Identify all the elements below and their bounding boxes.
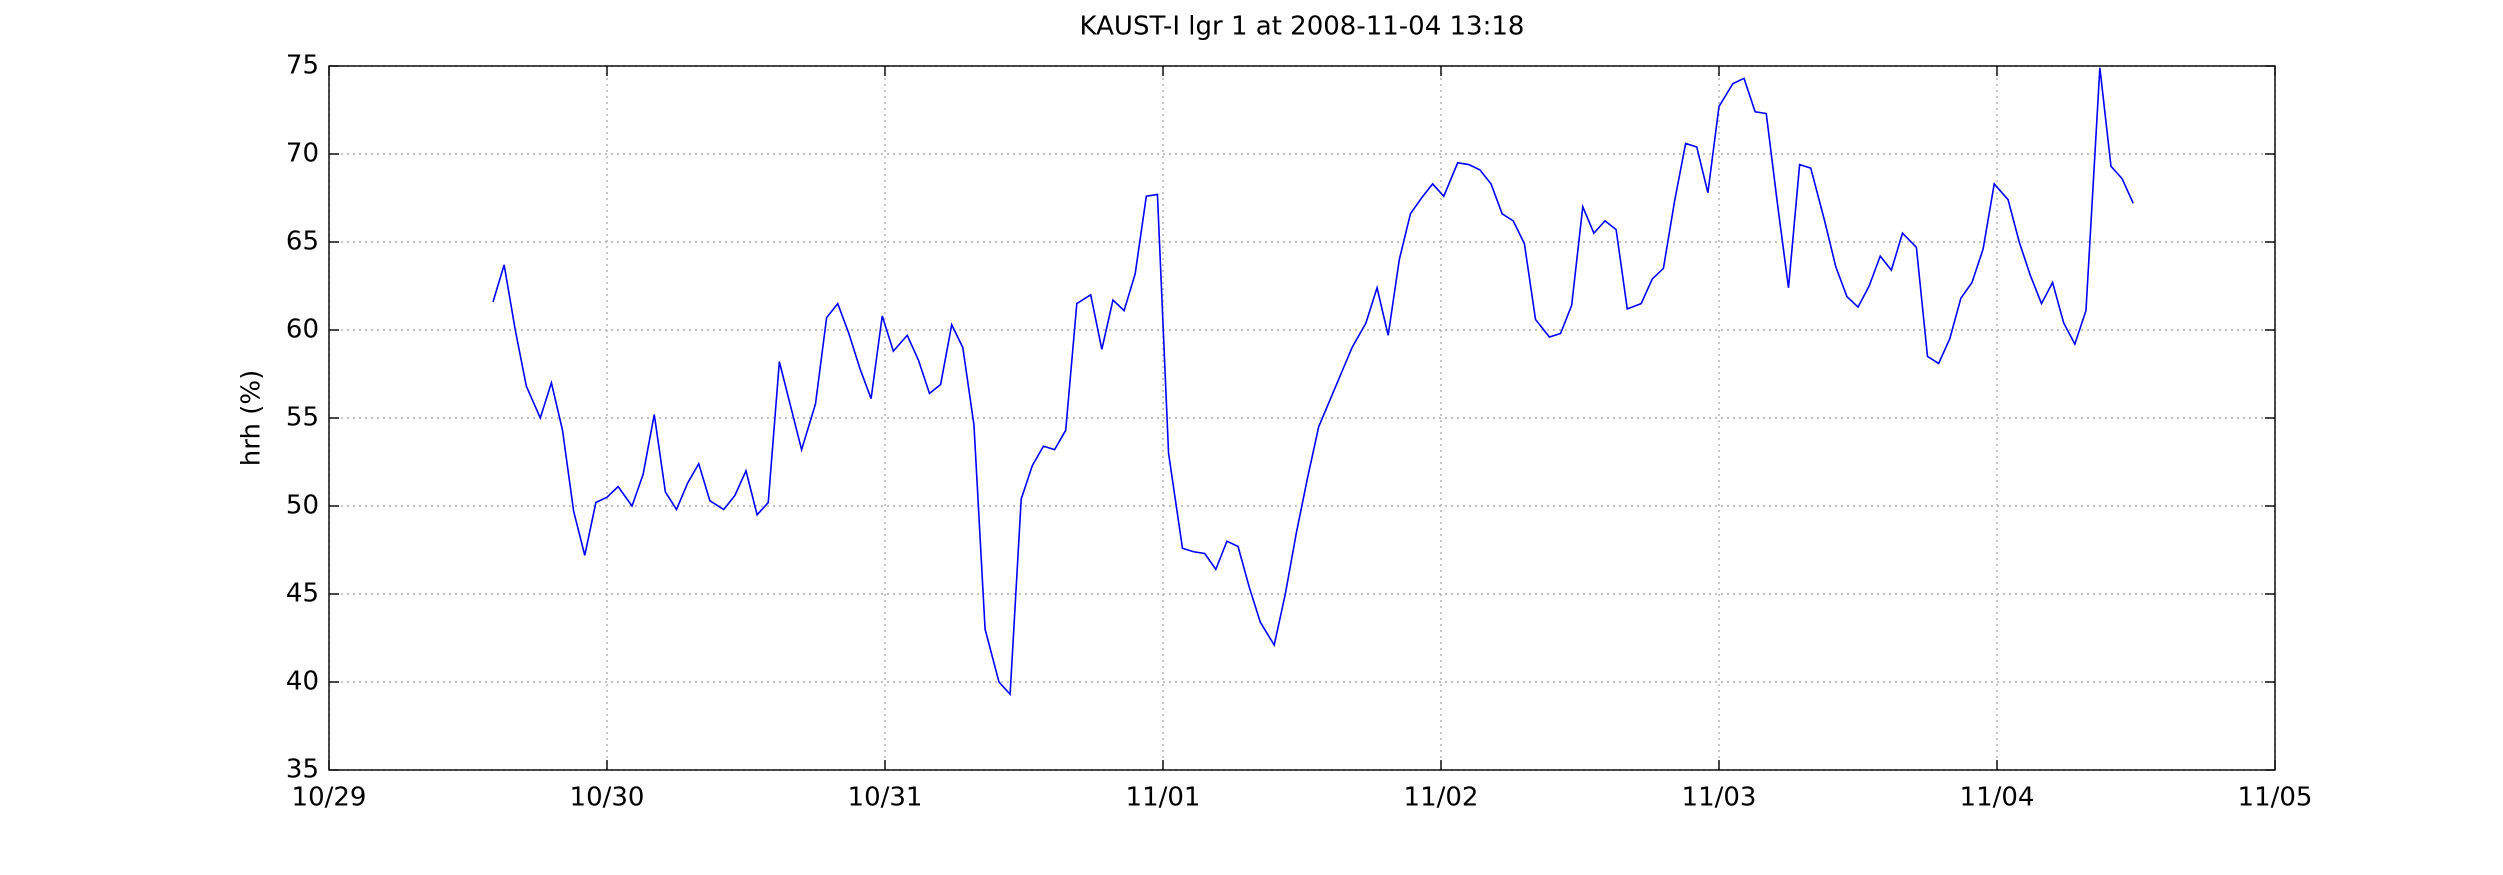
x-tick-label: 10/31 <box>848 783 923 813</box>
x-tick-label: 11/04 <box>1960 783 2035 813</box>
y-axis-label: hrh (%) <box>237 370 267 466</box>
y-tick-label: 75 <box>286 51 319 81</box>
data-line <box>492 67 2134 697</box>
x-tick-label: 10/30 <box>570 783 645 813</box>
y-tick-label: 60 <box>286 315 319 345</box>
x-tick-label: 11/05 <box>2238 783 2313 813</box>
x-tick-label: 10/29 <box>292 783 367 813</box>
chart-title: KAUST-I lgr 1 at 2008-11-04 13:18 <box>1080 12 1525 42</box>
y-tick-label: 45 <box>286 579 319 609</box>
x-tick-label: 11/01 <box>1126 783 1201 813</box>
y-tick-label: 35 <box>286 755 319 785</box>
y-tick-label: 40 <box>286 667 319 697</box>
y-tick-label: 55 <box>286 403 319 433</box>
x-tick-label: 11/03 <box>1682 783 1757 813</box>
y-tick-label: 70 <box>286 139 319 169</box>
y-tick-label: 50 <box>286 491 319 521</box>
plot-frame <box>328 65 2276 771</box>
y-tick-label: 65 <box>286 227 319 257</box>
x-tick-label: 11/02 <box>1404 783 1479 813</box>
